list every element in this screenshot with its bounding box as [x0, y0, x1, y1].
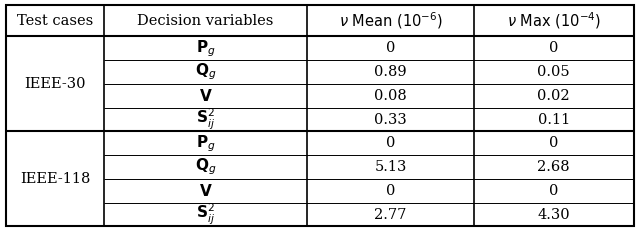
Text: Decision variables: Decision variables	[138, 14, 274, 27]
Text: $\mathbf{Q}_{g}$: $\mathbf{Q}_{g}$	[195, 157, 216, 177]
Text: 0: 0	[549, 184, 558, 198]
Text: $\mathbf{S}^{2}_{ij}$: $\mathbf{S}^{2}_{ij}$	[196, 202, 215, 227]
Text: $\nu$ Max $(10^{-4})$: $\nu$ Max $(10^{-4})$	[507, 10, 601, 31]
Text: 0: 0	[386, 136, 396, 150]
Text: 5.13: 5.13	[374, 160, 407, 174]
Text: 0: 0	[386, 41, 396, 55]
Text: Test cases: Test cases	[17, 14, 93, 27]
Text: $\mathbf{P}_{g}$: $\mathbf{P}_{g}$	[196, 133, 216, 154]
Text: 0: 0	[549, 41, 558, 55]
Text: 0.05: 0.05	[538, 65, 570, 79]
Text: 0.33: 0.33	[374, 112, 407, 127]
Text: $\mathbf{P}_{g}$: $\mathbf{P}_{g}$	[196, 38, 216, 59]
Text: 2.77: 2.77	[374, 207, 407, 222]
Text: 0.02: 0.02	[538, 89, 570, 103]
Text: 0.11: 0.11	[538, 112, 570, 127]
Text: 0.89: 0.89	[374, 65, 407, 79]
Text: IEEE-30: IEEE-30	[24, 77, 86, 91]
Text: 0: 0	[549, 136, 558, 150]
Text: $\mathbf{Q}_{g}$: $\mathbf{Q}_{g}$	[195, 62, 216, 82]
Text: IEEE-118: IEEE-118	[20, 172, 90, 186]
Text: 4.30: 4.30	[538, 207, 570, 222]
Text: $\mathbf{V}$: $\mathbf{V}$	[198, 183, 212, 199]
Text: $\mathbf{V}$: $\mathbf{V}$	[198, 88, 212, 104]
Text: 0: 0	[386, 184, 396, 198]
Text: 0.08: 0.08	[374, 89, 407, 103]
Text: 2.68: 2.68	[538, 160, 570, 174]
Text: $\nu$ Mean $(10^{-6})$: $\nu$ Mean $(10^{-6})$	[339, 10, 442, 31]
Text: $\mathbf{S}^{2}_{ij}$: $\mathbf{S}^{2}_{ij}$	[196, 107, 215, 132]
